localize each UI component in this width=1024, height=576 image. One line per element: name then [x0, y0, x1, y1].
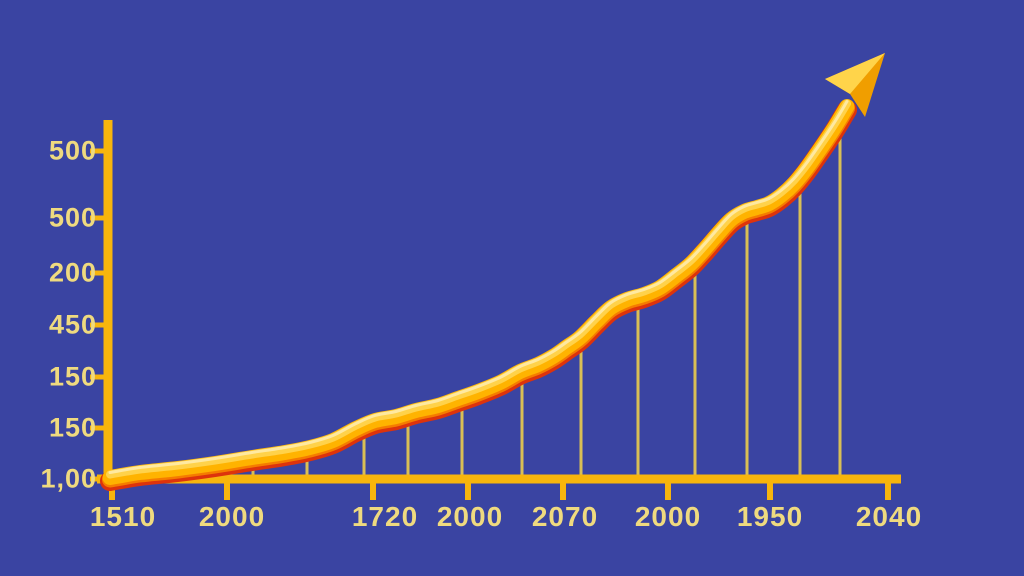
x-tick-label: 2000 — [634, 501, 702, 532]
growth-ribbon — [102, 99, 855, 485]
y-tick-label: 450 — [48, 309, 97, 340]
growth-ribbon — [108, 100, 849, 474]
x-tick-label: 1720 — [351, 501, 419, 532]
x-tick-label: 1510 — [89, 501, 157, 532]
growth-ribbon — [100, 100, 857, 491]
arrow-head-icon — [825, 53, 885, 94]
y-tick-label: 1,00 — [40, 463, 97, 494]
y-tick-label: 500 — [48, 135, 97, 166]
y-tick-label: 150 — [48, 361, 97, 392]
y-tick-label: 500 — [48, 202, 97, 233]
x-tick-label: 2000 — [198, 501, 266, 532]
x-tick-label: 2000 — [436, 501, 504, 532]
x-tick-label: 1950 — [736, 501, 804, 532]
growth-ribbon — [102, 100, 855, 488]
x-tick-label: 2040 — [855, 501, 923, 532]
y-tick-label: 150 — [48, 412, 97, 443]
y-tick-label: 200 — [48, 257, 97, 288]
growth-ribbon — [106, 99, 851, 479]
x-tick-label: 2070 — [531, 501, 599, 532]
